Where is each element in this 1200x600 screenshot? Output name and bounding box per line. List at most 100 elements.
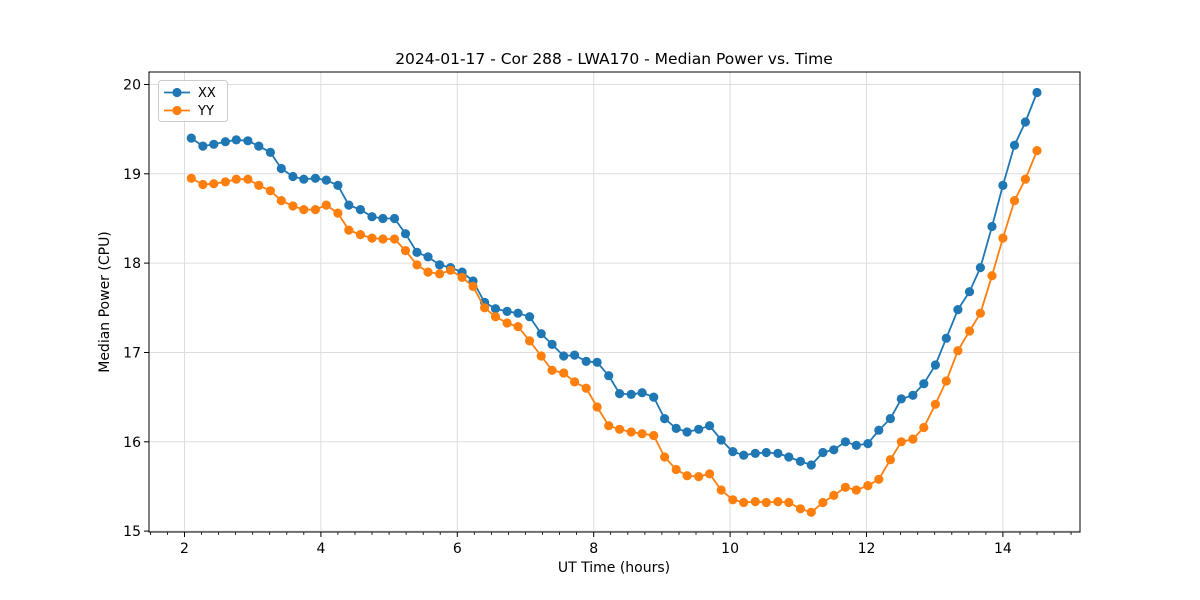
x-tick-label: 6: [453, 541, 462, 557]
series-YY-point: [310, 205, 320, 215]
series-XX-point: [321, 175, 331, 185]
series-YY-point: [198, 179, 208, 190]
series-YY-point: [457, 272, 467, 282]
series-YY-point: [840, 482, 851, 492]
series-YY-point: [378, 234, 388, 244]
legend: XX YY: [158, 80, 228, 122]
series-YY-point: [615, 424, 625, 434]
series-YY-point: [953, 346, 963, 356]
y-tick-label: 17: [123, 346, 141, 362]
series-XX-point: [615, 389, 625, 399]
series-YY-point: [637, 429, 647, 439]
series-XX-point: [671, 423, 681, 433]
series-XX-point: [265, 147, 275, 157]
series-XX-point: [243, 136, 253, 146]
series-XX-point: [536, 329, 546, 339]
series-YY-point: [818, 497, 828, 508]
series-YY-point: [694, 472, 704, 482]
series-YY-point: [389, 234, 400, 244]
series-XX-point: [818, 447, 828, 458]
series-XX-point: [310, 173, 320, 183]
y-tick-label: 19: [123, 167, 141, 183]
y-axis-label: Median Power (CPU): [97, 231, 113, 373]
series-XX-point: [987, 221, 997, 232]
series-XX-point: [784, 452, 794, 462]
series-YY-point: [626, 427, 636, 437]
x-tick-label: 14: [994, 541, 1012, 557]
x-axis-label: UT Time (hours): [558, 560, 670, 576]
chart-title: 2024-01-17 - Cor 288 - LWA170 - Median P…: [395, 50, 833, 68]
series-XX-point: [739, 450, 749, 460]
series-YY-point: [276, 196, 286, 206]
series-XX-point: [288, 171, 298, 182]
series-XX-point: [885, 414, 896, 424]
grid: [149, 72, 1080, 532]
legend-item-XX: XX: [164, 86, 216, 101]
series-YY: [186, 146, 1042, 517]
legend-label: YY: [197, 104, 214, 119]
series-XX-point: [502, 306, 512, 316]
legend-marker: [172, 87, 182, 98]
series-XX-point: [908, 390, 918, 400]
series-XX-point: [930, 360, 941, 370]
series-YY-point: [243, 174, 253, 184]
series-YY-point: [773, 497, 783, 507]
series-XX-point: [806, 460, 816, 470]
series-YY-point: [321, 200, 331, 210]
series-YY-point: [299, 205, 309, 215]
series-YY-point: [761, 497, 771, 508]
series-YY-point: [209, 179, 219, 189]
series-XX-point: [367, 212, 377, 222]
series-XX-point: [896, 394, 906, 404]
axis-ticks: 2 4 6 8 10 12 14 15 16 17 18 19 20: [123, 78, 1072, 557]
series-XX-point: [637, 388, 647, 398]
y-tick-label: 20: [123, 78, 141, 94]
series-YY-point: [851, 485, 861, 495]
series-YY-point: [863, 481, 873, 491]
series-YY-point: [525, 336, 535, 346]
series-XX-point: [570, 350, 580, 360]
legend-item-YY: YY: [164, 104, 214, 119]
series-XX-point: [604, 371, 614, 381]
series-XX-point: [682, 427, 692, 437]
plot-frame: [148, 71, 1081, 533]
series-XX-point: [795, 456, 806, 466]
series-YY-point: [344, 225, 354, 235]
series-YY-point: [445, 265, 456, 275]
series-XX-point: [919, 379, 929, 389]
series-YY-point: [660, 452, 670, 462]
series-YY-point: [896, 437, 906, 447]
series-XX-point: [626, 389, 636, 399]
series-XX-point: [975, 263, 986, 273]
series-XX-point: [389, 213, 400, 224]
series-XX-point: [220, 137, 230, 147]
series-XX-point: [728, 447, 738, 457]
series-YY-point: [919, 422, 929, 433]
series-YY-point: [513, 322, 523, 332]
series-XX-point: [761, 447, 771, 458]
series-XX-point: [1032, 87, 1042, 98]
series-YY-point: [265, 186, 275, 196]
series-XX-point: [344, 200, 354, 210]
series-XX-point: [716, 435, 726, 445]
series-YY-point: [795, 504, 806, 514]
series-XX-line: [190, 92, 1038, 466]
series-XX-point: [525, 312, 535, 322]
series-YY-point: [581, 383, 591, 393]
series-YY-point: [750, 497, 760, 507]
series-YY-point: [987, 271, 997, 281]
series-XX-point: [490, 304, 501, 314]
series-YY-point: [592, 402, 602, 412]
series-XX-point: [209, 139, 219, 149]
series-XX-point: [649, 392, 659, 402]
x-tick-label: 12: [858, 541, 876, 557]
series-XX-point: [874, 425, 884, 435]
series-YY-point: [1032, 146, 1042, 156]
series-YY-point: [490, 312, 501, 322]
series-XX-point: [694, 424, 704, 434]
series-YY-point: [400, 246, 411, 256]
series-XX-point: [1009, 140, 1020, 150]
series-XX-point: [513, 308, 523, 318]
series-XX-point: [705, 421, 715, 431]
